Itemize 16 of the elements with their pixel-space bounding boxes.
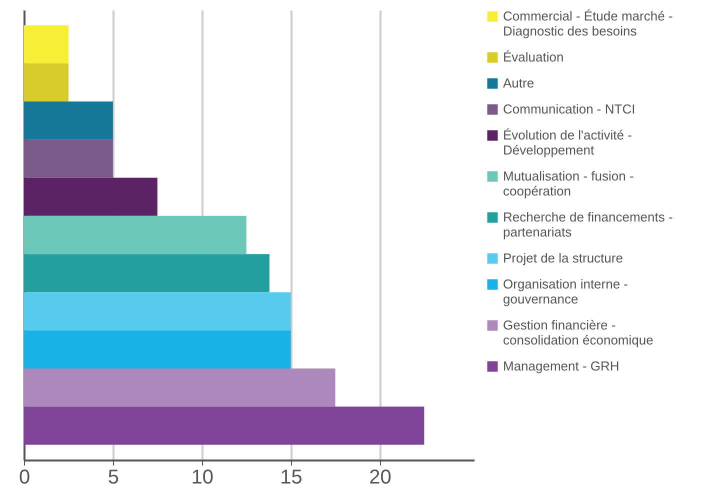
legend-label: Recherche de financements - partenariats bbox=[503, 210, 673, 240]
legend-label: Communication - NTCI bbox=[503, 102, 636, 116]
legend-label: Commercial - Étude marché - Diagnostic des besoins bbox=[503, 8, 673, 38]
x-tick-label: 0 bbox=[18, 466, 30, 488]
legend-label: Évolution de l'activité - Développement bbox=[503, 128, 632, 158]
legend-label: Management - GRH bbox=[503, 358, 620, 374]
legend-label: Évaluation bbox=[503, 50, 564, 64]
x-tick-label: 15 bbox=[280, 466, 302, 488]
x-tick-label: 20 bbox=[369, 466, 392, 488]
x-tick-label: 10 bbox=[191, 466, 214, 488]
x-tick-label: 5 bbox=[108, 466, 119, 488]
legend-label: Organisation interne - gouvernance bbox=[503, 276, 628, 306]
legend-label: Autre bbox=[503, 76, 534, 90]
legend-label: Mutualisation - fusion - coopération bbox=[503, 168, 634, 198]
legend-label: Gestion financière - consolidation économique bbox=[503, 318, 654, 348]
legend-label: Projet de la structure bbox=[503, 250, 623, 266]
